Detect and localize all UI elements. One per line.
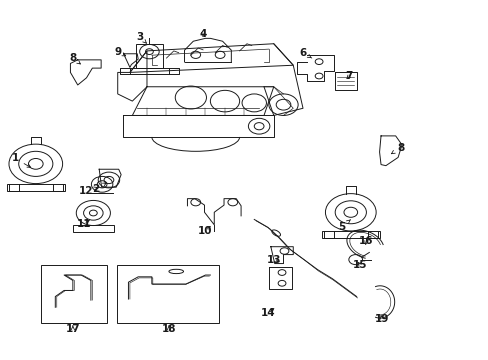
Bar	[130, 68, 168, 74]
Bar	[321, 231, 379, 238]
Text: 5: 5	[338, 220, 350, 231]
Bar	[136, 44, 163, 68]
Text: 6: 6	[299, 48, 311, 58]
Text: 2: 2	[92, 183, 106, 194]
Bar	[73, 225, 114, 231]
Text: 10: 10	[198, 226, 212, 236]
Bar	[6, 184, 65, 191]
Text: 13: 13	[266, 255, 281, 265]
Text: 8: 8	[391, 143, 404, 154]
Text: 8: 8	[69, 53, 80, 64]
Text: 18: 18	[162, 324, 176, 334]
Text: 15: 15	[352, 260, 367, 270]
Text: 16: 16	[358, 236, 373, 246]
Bar	[41, 265, 106, 323]
Bar	[117, 265, 219, 323]
Text: 12: 12	[79, 186, 97, 197]
Text: 4: 4	[199, 29, 206, 39]
Text: 7: 7	[345, 71, 352, 81]
Text: 9: 9	[114, 46, 125, 57]
Text: 19: 19	[374, 314, 388, 324]
Text: 17: 17	[65, 324, 80, 334]
Text: 14: 14	[260, 309, 275, 318]
Text: 11: 11	[76, 219, 91, 229]
Text: 1: 1	[12, 153, 31, 167]
Text: 3: 3	[136, 32, 146, 43]
